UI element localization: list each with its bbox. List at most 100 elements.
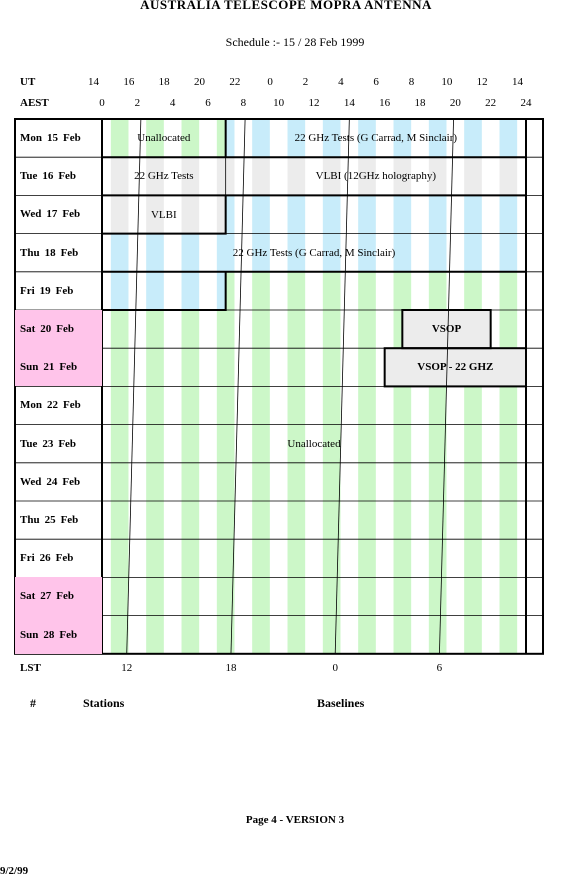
hour-stripe — [464, 119, 482, 158]
lst-line — [439, 118, 454, 654]
day-date: 28 — [43, 628, 55, 641]
green-hour-stripe — [393, 310, 412, 654]
vsop-22ghz-fill — [384, 348, 526, 387]
tick-label: 2 — [134, 97, 141, 109]
hour-stripe — [393, 233, 412, 272]
baselines-header: Baselines — [317, 696, 365, 710]
hour-stripe — [428, 119, 447, 158]
hour-stripe — [252, 119, 270, 158]
day-month: Feb — [63, 399, 81, 412]
day-month: Feb — [63, 132, 81, 145]
hour-stripe — [393, 157, 412, 196]
hour-stripe — [499, 195, 518, 234]
tick-label: 24 — [520, 97, 532, 109]
day-month: Feb — [59, 361, 78, 374]
block-label: 22 GHz Tests — [134, 170, 194, 183]
day-month: Feb — [56, 323, 75, 336]
hour-stripe — [322, 157, 341, 196]
hour-stripe — [252, 195, 270, 234]
hour-stripe — [287, 233, 306, 272]
day-month: Feb — [60, 246, 79, 259]
tick-label: 0 — [267, 76, 273, 88]
hour-stripe — [181, 157, 200, 196]
day-label: Thu 25 Feb — [15, 501, 102, 539]
lst-line — [334, 118, 350, 654]
page-number: Page 4 - VERSION 3 — [245, 814, 345, 826]
block-label: Unallocated — [287, 437, 341, 450]
tick-label: 0 — [99, 97, 105, 109]
green-hour-stripe — [322, 310, 341, 654]
day-date: 22 — [47, 399, 58, 412]
hour-stripe — [146, 119, 164, 158]
hour-stripe — [252, 233, 270, 272]
block-label: VLBI — [150, 208, 177, 221]
hour-stripe — [181, 271, 200, 310]
day-month: Feb — [62, 208, 81, 221]
day-month: Feb — [60, 514, 79, 527]
print-date: 9/2/99 — [0, 865, 29, 877]
hour-stripe — [499, 119, 518, 158]
green-hour-stripe — [146, 310, 164, 654]
green-hour-stripe — [499, 310, 518, 654]
hour-stripe — [428, 233, 447, 272]
tick-label: 2 — [302, 76, 309, 88]
hour-stripe — [499, 271, 518, 310]
hour-stripe — [110, 271, 129, 310]
hour-stripe — [464, 271, 482, 310]
day-month: Feb — [62, 475, 81, 488]
block-label: VLBI (12GHz holography) — [315, 170, 437, 183]
block-label: 22 GHz Tests (G Carrad, M Sinclair) — [294, 132, 458, 145]
hour-stripe — [146, 157, 164, 196]
hour-stripe — [181, 119, 200, 158]
hour-stripe — [225, 195, 235, 234]
hour-stripe — [358, 233, 376, 272]
day-dow: Sun — [20, 628, 39, 641]
tick-label: 16 — [123, 76, 135, 88]
tick-label: 22 — [485, 97, 497, 109]
day-date: 15 — [47, 132, 58, 145]
day-dow: Mon — [20, 132, 42, 145]
day-label: Mon 15 Feb — [15, 119, 102, 157]
hour-stripe — [252, 271, 270, 310]
outer-frame — [14, 118, 544, 655]
day-label: Mon 22 Feb — [15, 386, 102, 424]
hour-stripe — [464, 157, 482, 196]
hour-stripe — [322, 195, 341, 234]
hour-stripe — [287, 157, 306, 196]
day-label: Sat 20 Feb — [15, 310, 102, 349]
hour-stripe — [110, 157, 129, 196]
hour-stripe — [358, 271, 376, 310]
day-month: Feb — [58, 170, 77, 183]
green-hour-stripe — [464, 310, 482, 654]
day-dow: Sat — [20, 590, 36, 603]
day-date: 19 — [39, 284, 51, 297]
hour-stripe — [216, 157, 226, 196]
day-date: 27 — [40, 590, 52, 603]
green-hour-stripe — [287, 310, 306, 654]
hour-stripe — [181, 233, 200, 272]
tick-label: 10 — [273, 97, 285, 109]
tick-label: 6 — [436, 662, 443, 674]
ut-axis-label: UT — [20, 76, 36, 88]
day-label: Wed 17 Feb — [15, 195, 102, 233]
hour-stripe — [110, 233, 129, 272]
tick-label: 14 — [512, 76, 523, 88]
hour-stripe — [225, 119, 235, 158]
hour-stripe — [146, 195, 164, 234]
hour-stripe — [393, 119, 412, 158]
tick-label: 18 — [225, 662, 237, 674]
tick-label: 4 — [338, 76, 344, 88]
day-dow: Wed — [20, 475, 42, 488]
day-date: 17 — [46, 208, 58, 221]
schedule-title: AUSTRALIA TELESCOPE MOPRA ANTENNA — [140, 0, 432, 12]
day-dow: Thu — [20, 246, 40, 259]
tick-label: 18 — [414, 97, 426, 109]
day-label: Wed 24 Feb — [15, 463, 102, 501]
green-hour-stripe — [216, 310, 235, 654]
tick-label: 12 — [476, 76, 488, 88]
hour-stripe — [428, 195, 447, 234]
lst-line — [126, 118, 142, 654]
hour-stripe — [428, 271, 447, 310]
hour-stripe — [146, 271, 164, 310]
